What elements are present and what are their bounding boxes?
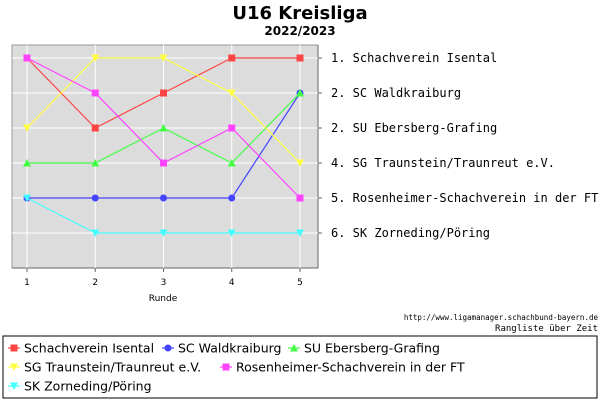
data-point [91,159,100,167]
data-point [296,54,304,62]
data-point [296,194,304,202]
y-ticks [318,57,322,234]
legend-marker [222,363,230,371]
data-point [23,54,31,62]
data-point [228,54,236,62]
legend-marker [10,382,18,390]
x-tick-label: 4 [229,278,235,288]
data-point [91,54,100,62]
data-point [227,159,236,167]
series-2 [23,89,304,202]
x-tick-label: 5 [297,278,303,288]
legend-label: SU Ebersberg-Grafing [304,341,440,356]
legend-item: SC Waldkraiburg [162,341,282,356]
legend-marker [10,363,18,371]
series-6 [23,194,304,237]
rank-label: 2. SU Ebersberg-Grafing [331,121,497,135]
data-point [23,159,31,167]
legend-label: SG Traunstein/Traunreut e.V. [24,360,201,375]
rank-label: 5. Rosenheimer-Schachverein in der FT [331,191,598,205]
series-group [23,54,304,237]
data-point [91,229,100,237]
data-point [159,54,168,62]
data-point [23,124,31,132]
data-point [91,194,99,202]
rank-label: 2. SC Waldkraiburg [331,86,461,100]
data-point [91,124,99,132]
legend-label: SK Zorneding/Pöring [24,379,152,394]
data-point [23,194,31,202]
rank-label: 6. SK Zorneding/Pöring [331,226,490,240]
plot-area [11,44,319,269]
legend-items: Schachverein Isental SC Waldkraiburg SU Eb… [8,341,465,394]
data-point [160,194,167,202]
series-3 [23,89,304,167]
legend-item: Schachverein Isental [8,341,154,356]
chart-title: U16 Kreisliga [232,3,367,24]
legend-label: SC Waldkraiburg [178,341,282,356]
x-tick-label: 1 [24,278,30,288]
legend-marker [10,344,18,352]
x-axis-label: Runde [149,294,178,304]
x-tick-label: 3 [161,278,167,288]
source-text: http://www.ligamanager.schachbund-bayern… [404,313,599,322]
x-ticks: 1 2 3 4 5 [24,268,303,288]
rank-label: 4. SG Traunstein/Traunreut e.V. [331,156,555,170]
legend-label: Schachverein Isental [24,341,154,356]
data-point [159,124,168,132]
data-point [228,124,236,132]
data-point [91,89,99,97]
legend-item: Rosenheimer-Schachverein in der FT [220,360,465,375]
legend-item: SK Zorneding/Pöring [8,379,152,394]
legend-item: SG Traunstein/Traunreut e.V. [8,360,201,375]
data-point [227,229,236,237]
legend-item: SU Ebersberg-Grafing [288,341,440,356]
note-text: Rangliste über Zeit [495,324,598,334]
data-point [160,159,167,167]
x-tick-label: 2 [92,278,98,288]
rank-labels: 1. Schachverein Isental 2. SC Waldkraibur… [331,51,598,240]
data-point [296,89,304,97]
legend-label: Rosenheimer-Schachverein in der FT [236,360,465,375]
data-point [296,159,304,167]
legend-marker [290,344,298,352]
data-point [160,89,167,97]
data-point [159,229,168,237]
chart-subtitle: 2022/2023 [264,24,335,38]
series-5 [23,54,304,202]
data-point [227,89,236,97]
legend-marker [164,344,172,352]
data-point [228,194,236,202]
rank-label: 1. Schachverein Isental [331,51,497,65]
legend [2,335,598,399]
data-point [296,229,304,237]
